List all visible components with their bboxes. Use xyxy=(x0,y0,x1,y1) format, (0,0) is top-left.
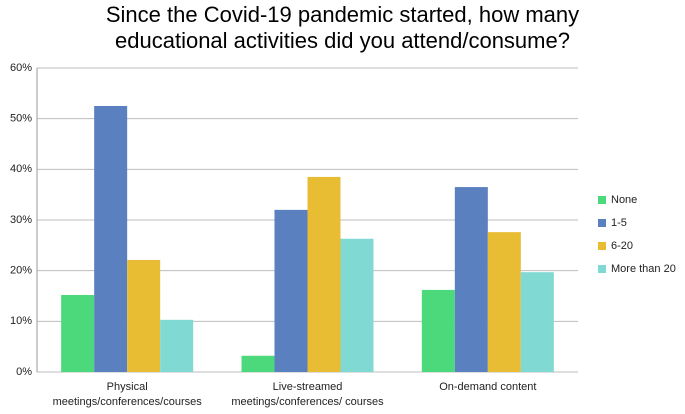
legend-label: 1-5 xyxy=(611,217,627,229)
bar xyxy=(520,272,554,372)
bar xyxy=(307,176,341,372)
y-tick-label: 10% xyxy=(10,315,32,327)
title-box: Since the Covid-19 pandemic started, how… xyxy=(0,2,685,54)
legend-swatch xyxy=(598,265,606,273)
bar xyxy=(61,294,95,372)
x-tick-label: Physical meetings/conferences/courses xyxy=(52,381,202,408)
y-tick-label: 0% xyxy=(16,366,32,378)
bar xyxy=(94,106,128,372)
bar xyxy=(454,187,488,372)
y-tick-label: 60% xyxy=(10,62,32,74)
bar xyxy=(340,238,374,372)
bar xyxy=(421,289,455,372)
y-tick-label: 40% xyxy=(10,163,32,175)
y-tick-label: 50% xyxy=(10,113,32,125)
y-tick-label: 20% xyxy=(10,265,32,277)
x-tick-label: Live-streamed meetings/conferences/ cour… xyxy=(231,381,384,408)
y-tick-label: 30% xyxy=(10,214,32,226)
legend-label: 6-20 xyxy=(611,240,633,252)
bar xyxy=(487,232,521,372)
bar xyxy=(274,209,308,372)
bar xyxy=(241,355,275,372)
legend-swatch xyxy=(598,242,606,250)
bar xyxy=(160,319,194,372)
legend-swatch xyxy=(598,219,606,227)
legend-swatch xyxy=(598,196,606,204)
legend-label: More than 20 xyxy=(611,263,676,275)
bar xyxy=(127,260,161,372)
x-tick-label: On-demand content xyxy=(439,381,537,393)
legend-label: None xyxy=(611,194,637,206)
chart-title: Since the Covid-19 pandemic started, how… xyxy=(105,2,580,53)
